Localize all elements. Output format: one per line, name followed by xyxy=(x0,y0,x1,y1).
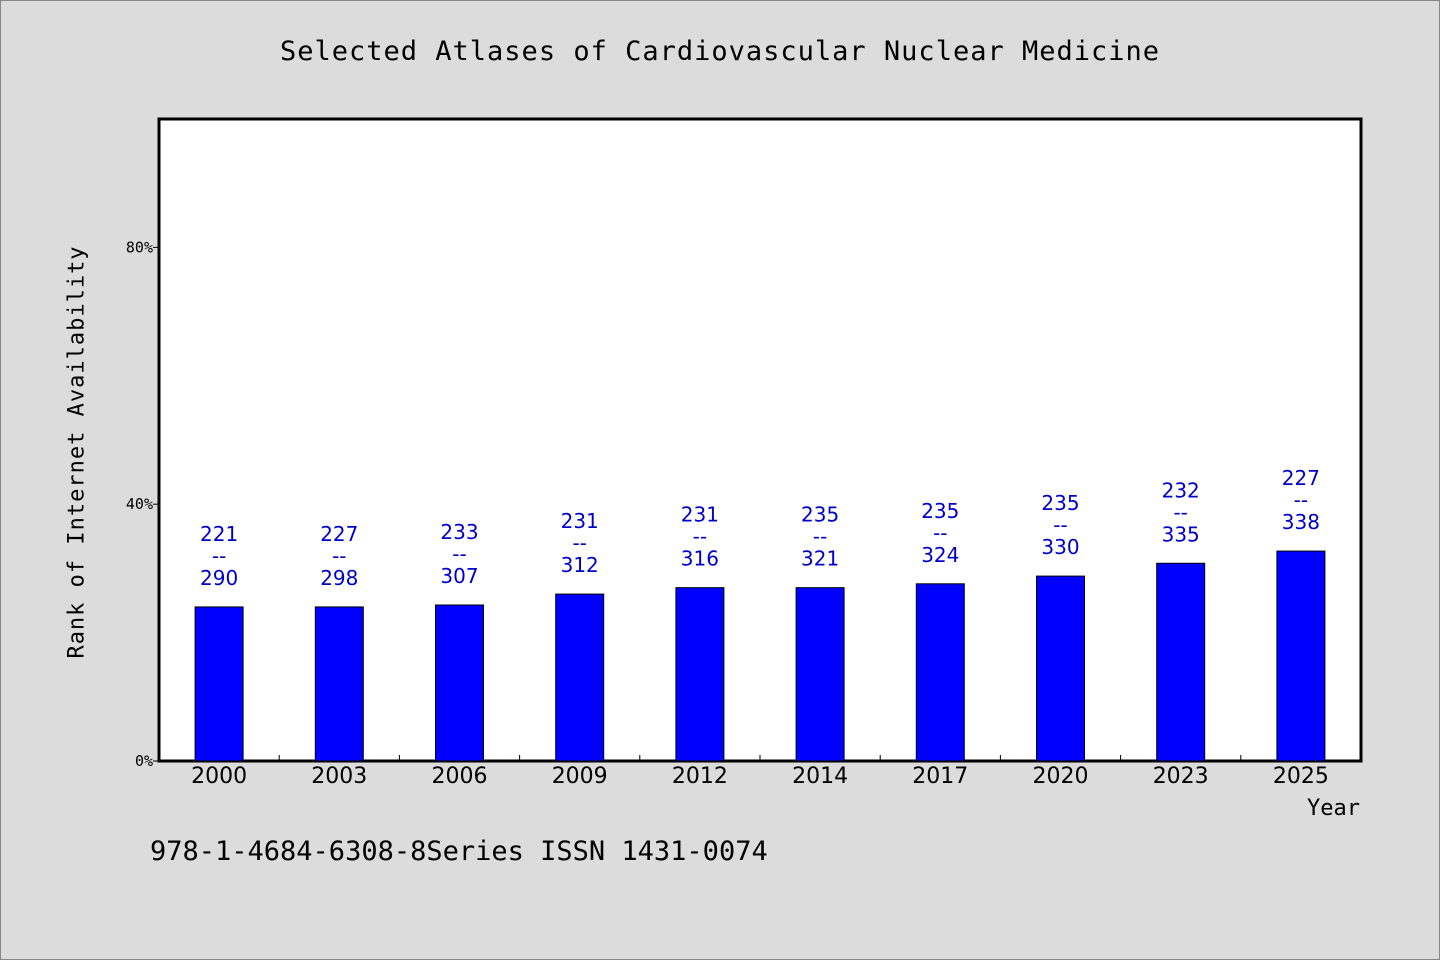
data-label-top: 235 xyxy=(921,499,959,523)
bar xyxy=(314,606,364,762)
data-label-separator: -- xyxy=(1173,500,1187,524)
data-label-top: 232 xyxy=(1162,478,1200,502)
data-label-top: 233 xyxy=(440,520,478,544)
data-label-bottom: 290 xyxy=(200,566,238,590)
x-tick-label: 2025 xyxy=(1273,764,1329,789)
data-label-bottom: 312 xyxy=(561,553,599,577)
data-label-bottom: 338 xyxy=(1282,510,1320,534)
data-labels: 221--290227--298233--307231--312231--316… xyxy=(200,466,1320,590)
x-tick-label: 2012 xyxy=(672,764,728,789)
data-label-separator: -- xyxy=(212,544,226,568)
x-tick-label: 2023 xyxy=(1153,764,1209,789)
bar xyxy=(915,583,965,762)
data-label-bottom: 335 xyxy=(1162,522,1200,546)
bar xyxy=(1036,575,1085,762)
y-axis-title: Rank of Internet Availability xyxy=(64,245,90,659)
x-tick-label: 2017 xyxy=(912,764,968,789)
y-axis: 0% 40% 80% xyxy=(126,238,159,770)
data-label-separator: -- xyxy=(1294,488,1308,512)
data-label-top: 235 xyxy=(801,503,839,527)
x-axis: 2000 2003 2006 2009 2012 2014 2017 2020 2023 2025 xyxy=(191,755,1329,789)
data-label-separator: -- xyxy=(693,525,707,549)
x-tick-label: 2014 xyxy=(792,764,848,789)
bar xyxy=(1276,550,1326,762)
data-label-separator: -- xyxy=(1053,513,1067,537)
x-axis-title: Year xyxy=(1307,796,1360,821)
data-label-bottom: 321 xyxy=(801,547,839,571)
y-tick-label: 40% xyxy=(126,495,153,513)
x-tick-label: 2009 xyxy=(552,764,608,789)
bar xyxy=(1156,562,1206,762)
data-label-bottom: 330 xyxy=(1041,535,1079,559)
data-label-separator: -- xyxy=(933,521,947,545)
chart-title: Selected Atlases of Cardiovascular Nucle… xyxy=(279,36,1161,67)
data-label-separator: -- xyxy=(572,531,586,555)
data-label-top: 227 xyxy=(320,522,358,546)
data-label-separator: -- xyxy=(452,542,466,566)
x-tick-label: 2006 xyxy=(432,764,488,789)
y-tick-label: 0% xyxy=(135,752,153,770)
data-label-separator: -- xyxy=(332,544,346,568)
data-label-top: 227 xyxy=(1282,466,1320,490)
bar xyxy=(194,606,244,762)
data-label-top: 221 xyxy=(200,522,238,546)
data-label-bottom: 307 xyxy=(440,564,478,588)
data-label-separator: -- xyxy=(813,525,827,549)
bar xyxy=(435,604,484,762)
x-tick-label: 2020 xyxy=(1033,764,1089,789)
bar xyxy=(675,587,725,762)
footer-isbn-issn: 978-1-4684-6308-8Series ISSN 1431-0074 xyxy=(150,836,768,867)
bar xyxy=(795,587,845,762)
y-tick-label: 80% xyxy=(126,238,153,256)
bar-series xyxy=(194,550,1326,762)
x-tick-label: 2000 xyxy=(191,764,247,789)
data-label-top: 235 xyxy=(1041,491,1079,515)
data-label-top: 231 xyxy=(681,503,719,527)
x-tick-label: 2003 xyxy=(311,764,367,789)
data-label-bottom: 324 xyxy=(921,543,959,567)
data-label-bottom: 316 xyxy=(681,547,719,571)
data-label-bottom: 298 xyxy=(320,566,358,590)
bar xyxy=(555,593,605,762)
data-label-top: 231 xyxy=(561,509,599,533)
